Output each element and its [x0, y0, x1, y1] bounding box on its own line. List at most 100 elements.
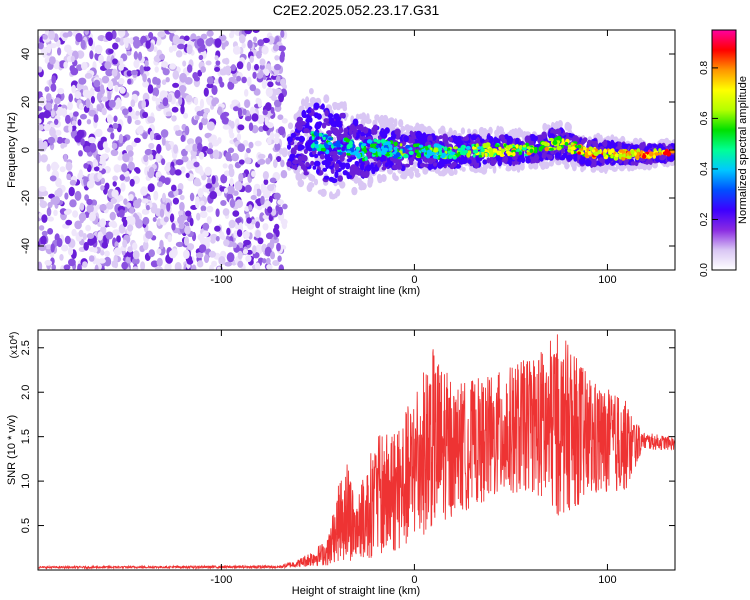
spectrogram-signal-blob — [442, 133, 448, 142]
spectrogram-signal-core — [526, 152, 532, 156]
spectrogram-noise-blob — [152, 217, 157, 222]
spectrogram-noise-blob — [180, 134, 186, 142]
spectrogram-signal-halo — [461, 166, 466, 172]
spectrogram-marks — [38, 30, 675, 270]
spectrogram-noise-blob — [152, 87, 160, 97]
spectrogram-noise-blob — [259, 212, 265, 223]
spectrogram-signal-blob — [491, 160, 497, 165]
spectrogram-signal-core — [375, 145, 380, 149]
spectrogram-signal-core — [603, 152, 606, 157]
spectrogram-noise-blob — [106, 201, 114, 210]
spectrogram-noise-blob — [156, 143, 162, 154]
spectrogram-noise-blob — [185, 144, 193, 152]
spectrogram-noise-blob — [120, 182, 126, 192]
spectrogram-signal-core — [515, 149, 521, 152]
spectrogram-noise-blob — [50, 83, 57, 92]
spectrogram-noise-blob — [104, 61, 112, 70]
spectrogram-signal-halo — [543, 161, 550, 169]
spectrogram-noise-blob — [127, 246, 133, 253]
spectrogram-noise-blob — [143, 66, 151, 72]
spectrogram-signal-blob — [301, 154, 308, 162]
spectrogram-signal-blob — [345, 162, 351, 170]
spectrogram-noise-blob — [183, 35, 190, 42]
spectrogram-signal-blob — [306, 109, 312, 114]
spectrogram-signal-blob — [403, 135, 409, 143]
spectrogram-signal-blob — [456, 140, 461, 148]
spectrogram-noise-blob — [230, 30, 235, 36]
spectrogram-signal-core — [593, 151, 599, 156]
spectrogram-signal-blob — [297, 144, 304, 151]
spectrogram-signal-blob — [467, 159, 472, 165]
spectrogram-noise-blob — [187, 64, 193, 73]
spectrogram-signal-blob — [470, 134, 477, 141]
spectrogram-noise-blob — [80, 138, 85, 146]
spectrogram-signal-blob — [668, 154, 674, 161]
spectrogram-signal-blob — [322, 167, 328, 172]
spectrogram-signal-blob — [547, 154, 553, 160]
spectrogram-noise-blob — [209, 264, 214, 270]
spectrogram-noise-blob — [217, 106, 223, 116]
spectrogram-noise-blob — [67, 101, 73, 111]
spectrogram-noise-blob — [267, 184, 275, 192]
spectrogram-signal-blob — [337, 175, 344, 182]
spectrogram-noise-blob — [265, 232, 274, 240]
snr-y-multiplier-exp: 4 — [9, 335, 16, 339]
spectrogram-noise-blob — [61, 108, 68, 118]
spectrogram-noise-blob — [242, 249, 249, 255]
spectrogram-noise-blob — [265, 87, 273, 97]
spectrogram-noise-blob — [195, 198, 200, 209]
spectrogram-signal-blob — [603, 139, 608, 148]
spectrogram-noise-blob — [118, 78, 125, 85]
spectrogram-noise-blob — [145, 230, 154, 239]
spectrogram-signal-core — [658, 152, 662, 156]
spectrogram-noise-blob — [38, 153, 42, 163]
spectrogram-signal-core — [567, 148, 572, 153]
spectrogram-noise-blob — [214, 38, 222, 48]
spectrogram-noise-blob — [126, 50, 132, 56]
spectrogram-signal-blob — [314, 113, 319, 119]
spectrogram-signal-core — [630, 149, 635, 155]
spectrogram-noise-blob — [56, 237, 63, 248]
spectrogram-noise-blob — [267, 35, 275, 45]
snr-y-multiplier-prefix: (x10 — [9, 338, 20, 358]
spectrogram-signal-core — [361, 143, 367, 147]
spectrogram-signal-halo — [516, 130, 521, 139]
spectrogram-noise-blob — [78, 229, 84, 237]
spectrogram-noise-blob — [267, 137, 272, 145]
spectrogram-noise-blob — [107, 127, 114, 133]
spectrogram-noise-blob — [99, 218, 107, 228]
spectrogram-signal-blob — [321, 160, 327, 166]
spectrogram-noise-blob — [278, 264, 284, 270]
spectrogram-noise-blob — [234, 181, 243, 191]
spectrogram-noise-blob — [67, 247, 74, 256]
spectrogram-signal-halo — [415, 122, 420, 130]
spectrogram-noise-blob — [68, 186, 75, 197]
spectrogram-signal-halo — [506, 164, 511, 171]
spectrogram-signal-blob — [324, 109, 329, 117]
spectrogram-signal-halo — [342, 105, 348, 112]
spectrogram-signal-core — [345, 138, 350, 143]
spectrogram-noise-blob — [59, 166, 66, 173]
spectrogram-signal-blob — [555, 128, 562, 135]
spectrogram-noise-blob — [175, 129, 183, 136]
spectrogram-signal-blob — [303, 128, 310, 134]
spectrogram-noise-blob — [94, 44, 103, 55]
spectrogram-noise-blob — [205, 60, 212, 66]
spectrogram-noise-blob — [238, 173, 244, 182]
spectrogram-signal-halo — [611, 167, 618, 172]
spectrogram-noise-blob — [84, 30, 90, 36]
spectrogram-noise-blob — [228, 163, 234, 171]
spectrogram-signal-blob — [592, 140, 599, 148]
spectrogram-noise-blob — [209, 191, 218, 200]
spectrogram-signal-core — [610, 153, 614, 159]
spectrogram-signal-halo — [404, 124, 411, 131]
spectrogram-signal-core — [393, 141, 398, 147]
spectrogram-signal-core — [403, 153, 409, 159]
spectrogram-signal-blob — [538, 151, 542, 158]
spectrogram-noise-blob — [206, 121, 215, 131]
spectrogram-signal-halo — [297, 173, 303, 182]
spectrogram-signal-blob — [350, 164, 357, 172]
spectrogram-noise-blob — [215, 60, 221, 66]
spectrogram-signal-blob — [584, 159, 591, 167]
spectrogram-noise-blob — [273, 88, 282, 96]
